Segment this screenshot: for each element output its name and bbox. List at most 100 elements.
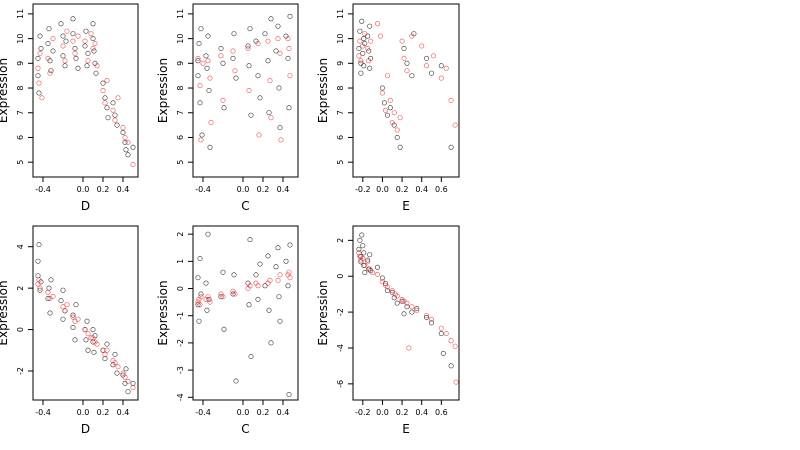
x-axis-title: C — [241, 422, 249, 436]
point-black — [283, 258, 289, 264]
point-red — [85, 331, 91, 337]
point-black — [37, 33, 43, 39]
point-red — [94, 341, 100, 347]
x-tick-label: 0.4 — [117, 408, 130, 417]
point-red — [379, 90, 385, 96]
point-red — [357, 254, 363, 260]
point-red — [35, 65, 41, 71]
point-black — [35, 55, 41, 61]
y-tick-label: 10 — [16, 34, 25, 44]
point-black — [287, 13, 293, 19]
y-tick-label: 9 — [336, 61, 345, 66]
point-black — [276, 294, 282, 300]
point-red — [115, 95, 121, 101]
x-tick-label: 0.0 — [376, 185, 389, 194]
y-axis-title: Expression — [316, 280, 330, 345]
point-black — [438, 63, 444, 69]
point-black — [58, 21, 64, 27]
point-black — [361, 36, 367, 42]
plot-frame — [192, 225, 299, 401]
point-black — [112, 351, 118, 357]
point-red — [102, 100, 108, 106]
point-black — [82, 43, 88, 49]
point-red — [85, 58, 91, 64]
point-black — [404, 60, 410, 66]
point-black — [246, 302, 252, 308]
point-black — [374, 264, 380, 270]
point-red — [389, 288, 395, 294]
point-red — [287, 73, 293, 79]
points — [356, 18, 458, 150]
y-tick-label: 11 — [16, 9, 25, 19]
y-tick-label: 11 — [336, 9, 345, 19]
point-black — [275, 245, 281, 251]
x-tick-label: 0.2 — [97, 408, 110, 417]
point-red — [401, 55, 407, 61]
point-red — [125, 139, 131, 145]
point-red — [382, 107, 388, 113]
y-tick-label: 5 — [336, 160, 345, 165]
point-black — [384, 112, 390, 118]
point-black — [90, 21, 96, 27]
y-tick-label: 11 — [176, 9, 185, 19]
point-black — [123, 366, 129, 372]
point-black — [75, 65, 81, 71]
point-red — [50, 36, 56, 42]
point-red — [200, 60, 206, 66]
y-tick-label: 2 — [336, 238, 345, 243]
point-black — [221, 105, 227, 111]
point-red — [60, 43, 66, 49]
point-red — [64, 302, 70, 308]
point-black — [60, 33, 66, 39]
point-red — [90, 45, 96, 51]
point-black — [286, 105, 292, 111]
point-black — [394, 300, 400, 306]
point-red — [198, 294, 204, 300]
points — [195, 231, 293, 398]
point-black — [255, 73, 261, 79]
x-tick-label: 0.0 — [237, 185, 250, 194]
y-axis-title: Expression — [156, 58, 170, 123]
x-axis-title: E — [402, 199, 410, 213]
point-black — [198, 26, 204, 32]
point-red — [82, 38, 88, 44]
point-black — [90, 327, 96, 333]
point-red — [62, 58, 68, 64]
point-red — [438, 325, 444, 331]
y-tick-label: 9 — [16, 61, 25, 66]
point-red — [438, 75, 444, 81]
y-tick-label: 6 — [336, 135, 345, 140]
point-black — [448, 144, 454, 150]
point-black — [45, 40, 51, 46]
point-black — [196, 318, 202, 324]
point-red — [220, 294, 226, 300]
point-red — [275, 277, 281, 283]
point-black — [233, 378, 239, 384]
point-black — [394, 135, 400, 141]
point-red — [452, 343, 458, 349]
point-red — [365, 45, 371, 51]
panel-2: 5 6 7 8 9 10 11 -0.4 0.0 0.2 0.4 C Expression — [156, 3, 299, 213]
x-tick-label: 0.0 — [376, 408, 389, 417]
point-black — [70, 312, 76, 318]
point-red — [247, 283, 253, 289]
point-black — [122, 139, 128, 145]
point-red — [60, 304, 66, 310]
point-black — [50, 48, 56, 54]
point-red — [374, 271, 380, 277]
x-tick-label: -0.2 — [355, 408, 371, 417]
point-red — [448, 97, 454, 103]
point-red — [406, 345, 412, 351]
point-black — [409, 73, 415, 79]
point-black — [356, 246, 362, 252]
x-tick-label: -0.2 — [355, 185, 371, 194]
point-black — [72, 45, 78, 51]
point-black — [83, 337, 89, 343]
point-red — [374, 21, 380, 27]
point-red — [255, 40, 261, 46]
point-black — [358, 70, 364, 76]
point-red — [92, 40, 98, 46]
point-red — [45, 289, 51, 295]
